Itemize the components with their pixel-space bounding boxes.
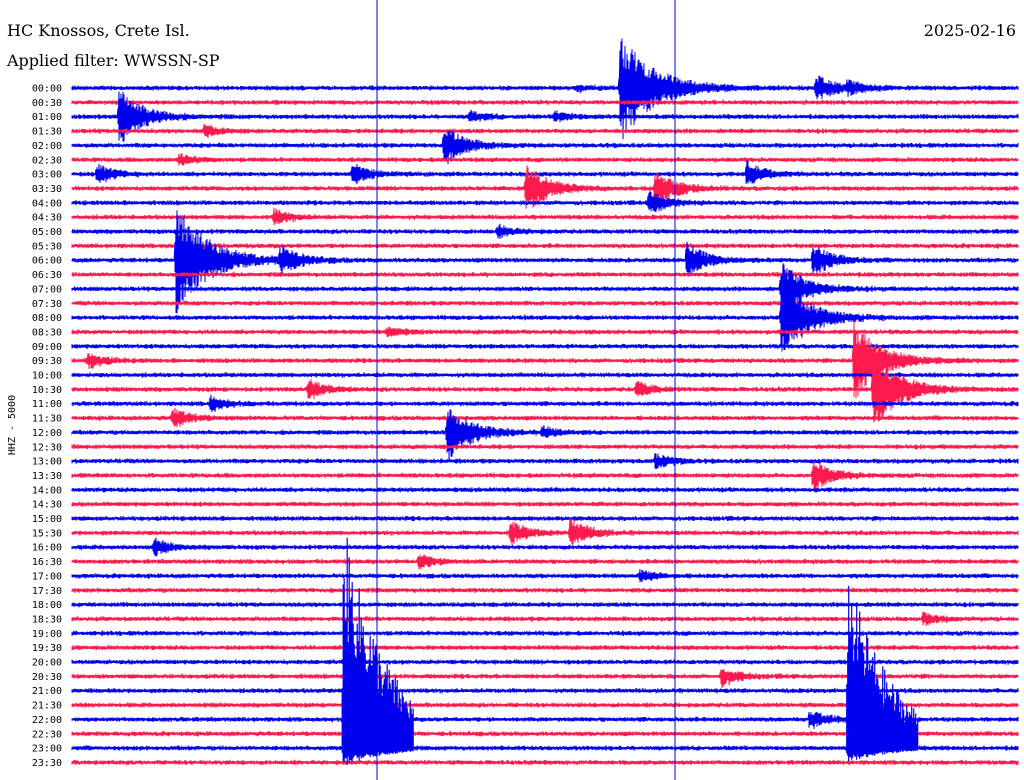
station-title: HC Knossos, Crete Isl. (7, 21, 190, 40)
y-tick-label: 11:30 (32, 414, 62, 425)
y-tick-label: 09:30 (32, 356, 62, 367)
trace-row (71, 587, 1019, 594)
trace-row (71, 486, 1019, 494)
y-tick-label: 23:00 (32, 744, 62, 755)
y-tick-label: 02:30 (32, 155, 62, 166)
trace-row (71, 242, 1019, 250)
large-event (846, 585, 919, 762)
trace-row (71, 537, 1019, 557)
y-tick-label: 14:30 (32, 500, 62, 511)
y-tick-label: 16:30 (32, 557, 62, 568)
y-tick-label: 02:00 (32, 141, 62, 152)
trace-row (71, 165, 1019, 209)
y-tick-label: 03:00 (32, 170, 62, 181)
trace-row (71, 409, 1019, 460)
y-tick-label: 11:00 (32, 399, 62, 410)
trace-row (71, 554, 1019, 570)
trace-row (71, 160, 1019, 185)
trace-row (71, 300, 1019, 307)
trace-row (71, 407, 1019, 428)
y-tick-label: 06:00 (32, 256, 62, 267)
trace-row (71, 207, 1019, 226)
trace-row (71, 263, 1019, 311)
y-tick-label: 18:00 (32, 600, 62, 611)
trace-row (71, 124, 1019, 138)
trace-row (71, 320, 1019, 399)
y-tick-label: 00:30 (32, 98, 62, 109)
y-tick-label: 01:00 (32, 112, 62, 123)
y-tick-label: 12:30 (32, 442, 62, 453)
trace-row (71, 515, 1019, 522)
trace-row (71, 191, 1019, 212)
y-tick-label: 19:30 (32, 643, 62, 654)
trace-row (71, 568, 1019, 583)
trace-row (71, 271, 1019, 278)
y-tick-label: 07:30 (32, 299, 62, 310)
trace-row (71, 518, 1019, 546)
y-tick-labels: 00:00 00:30 01:00 01:30 02:00 02:30 03:00 03:30… (32, 84, 62, 769)
y-tick-label: 22:00 (32, 715, 62, 726)
trace-row (71, 644, 1019, 651)
y-tick-label: 05:00 (32, 227, 62, 238)
y-tick-label: 01:30 (32, 127, 62, 138)
y-tick-label: 13:30 (32, 471, 62, 482)
y-tick-label: 15:00 (32, 514, 62, 525)
y-tick-label: 19:00 (32, 629, 62, 640)
y-tick-label: 21:30 (32, 701, 62, 712)
y-tick-label: 04:30 (32, 213, 62, 224)
trace-row (71, 501, 1019, 508)
y-tick-label: 08:00 (32, 313, 62, 324)
trace-row (71, 91, 1019, 142)
y-tick-label: 12:00 (32, 428, 62, 439)
trace-row (71, 349, 1019, 423)
y-tick-label: 15:30 (32, 528, 62, 539)
y-tick-label: 09:00 (32, 342, 62, 353)
y-tick-label: 17:00 (32, 571, 62, 582)
trace-row (71, 371, 1019, 379)
trace-row (71, 130, 1019, 165)
large-events (341, 0, 919, 780)
trace-row (71, 658, 1019, 666)
y-tick-label: 13:00 (32, 457, 62, 468)
y-tick-label: 16:00 (32, 543, 62, 554)
trace-row (71, 223, 1019, 239)
y-tick-label: 08:30 (32, 327, 62, 338)
y-tick-label: 10:30 (32, 385, 62, 396)
y-tick-label: 14:00 (32, 485, 62, 496)
trace-row (71, 461, 1019, 493)
y-tick-label: 18:30 (32, 614, 62, 625)
y-tick-label: 17:30 (32, 586, 62, 597)
y-tick-label: 22:30 (32, 729, 62, 740)
trace-row (71, 287, 1019, 352)
y-tick-label: 00:00 (32, 84, 62, 95)
channel-label: HHZ - 5000 (7, 395, 18, 455)
y-tick-label: 03:30 (32, 184, 62, 195)
trace-row (71, 630, 1019, 637)
trace-row (71, 326, 1019, 338)
trace-row (71, 601, 1019, 608)
filter-label: Applied filter: WWSSN-SP (6, 51, 220, 70)
y-tick-label: 07:00 (32, 284, 62, 295)
date-label: 2025-02-16 (924, 21, 1016, 40)
trace-row (71, 210, 1019, 314)
trace-row (71, 759, 1019, 766)
y-tick-label: 21:00 (32, 686, 62, 697)
y-tick-label: 10:00 (32, 371, 62, 382)
trace-row (71, 153, 1019, 166)
trace-row (71, 443, 1019, 450)
y-tick-label: 20:30 (32, 672, 62, 683)
y-tick-label: 20:00 (32, 658, 62, 669)
large-event (341, 537, 414, 765)
trace-row (71, 611, 1019, 627)
y-tick-label: 05:30 (32, 241, 62, 252)
trace-row (71, 394, 1019, 413)
seismic-traces (71, 38, 1019, 766)
trace-row (71, 99, 1019, 106)
trace-row (71, 453, 1019, 469)
y-tick-label: 23:30 (32, 758, 62, 769)
trace-row (71, 38, 1019, 140)
y-tick-label: 04:00 (32, 198, 62, 209)
y-tick-label: 06:30 (32, 270, 62, 281)
